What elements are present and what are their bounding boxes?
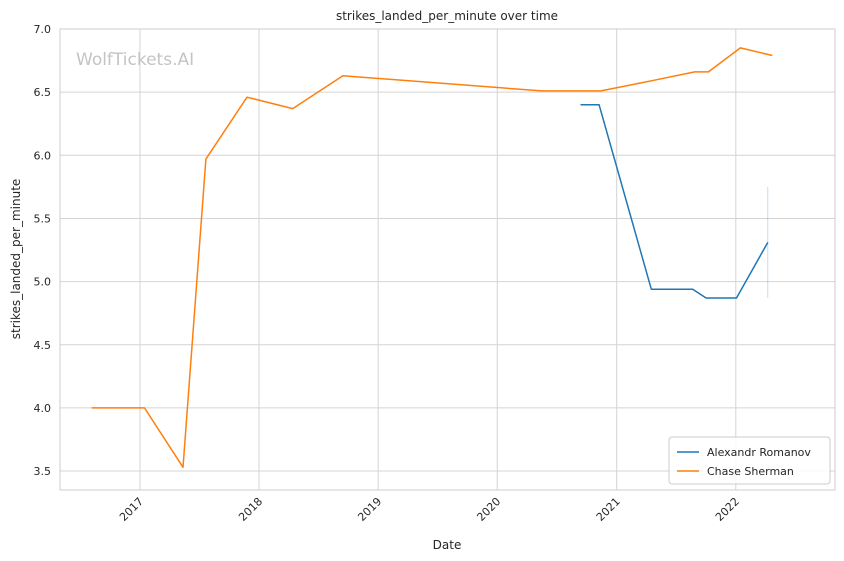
y-axis-label: strikes_landed_per_minute xyxy=(9,179,23,340)
watermark: WolfTickets.AI xyxy=(76,50,194,70)
x-axis-label: Date xyxy=(433,538,462,552)
y-tick-label: 6.0 xyxy=(34,149,52,162)
plot-frame xyxy=(59,28,836,491)
y-tick-label: 5.0 xyxy=(34,276,52,289)
y-tick-labels: 3.5 4.0 4.5 5.0 5.5 6.0 6.5 7.0 xyxy=(34,23,52,478)
y-tick-label: 4.5 xyxy=(34,339,52,352)
series-line-1 xyxy=(91,47,773,469)
legend-label: Alexandr Romanov xyxy=(707,446,811,459)
y-tick-label: 6.5 xyxy=(34,86,52,99)
y-tick-label: 7.0 xyxy=(34,23,52,36)
legend: Alexandr Romanov Chase Sherman xyxy=(668,436,831,485)
y-tick-label: 5.5 xyxy=(34,212,52,225)
legend-label: Chase Sherman xyxy=(707,465,794,478)
chart-title: strikes_landed_per_minute over time xyxy=(336,9,558,23)
y-tick-label: 4.0 xyxy=(34,402,52,415)
plot-area xyxy=(60,29,835,490)
y-tick-label: 3.5 xyxy=(34,465,52,478)
series-line-0 xyxy=(580,104,769,299)
legend-box xyxy=(668,436,831,485)
series-lines xyxy=(91,47,773,469)
